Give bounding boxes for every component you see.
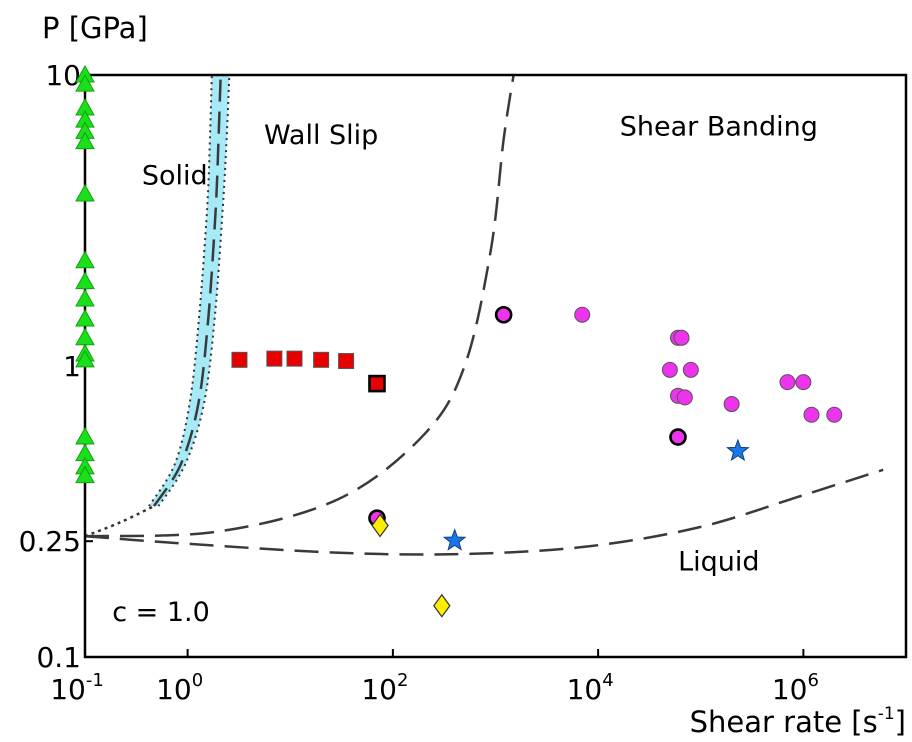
wall-slip-shear-banding-boundary — [85, 75, 515, 538]
square-marker — [266, 350, 283, 367]
solid-phase-band — [148, 75, 231, 507]
triangle-marker — [75, 327, 95, 346]
y-tick-label: 1 — [63, 350, 81, 383]
x-tick-label: 102 — [361, 670, 408, 706]
circle-marker — [676, 389, 693, 406]
square-marker — [368, 374, 386, 393]
circle-marker — [574, 306, 591, 323]
data-markers — [75, 64, 843, 618]
circle-marker — [803, 406, 820, 423]
plot-axes: 10 1 0.25 0.110-1 100 102 104 106 — [19, 59, 908, 706]
triangle-marker — [75, 271, 95, 290]
star-marker — [442, 528, 467, 551]
region-label: c = 1.0 — [112, 597, 210, 628]
phase-boundaries — [85, 75, 884, 556]
solid-band-left-edge — [148, 75, 213, 507]
circle-marker — [494, 305, 513, 324]
circle-marker — [682, 361, 699, 378]
liquid-boundary — [85, 468, 884, 556]
triangle-marker — [75, 183, 95, 202]
solid-boundary-line — [152, 75, 222, 507]
x-axis-label: Shear rate [s-1] — [690, 704, 906, 739]
triangle-marker — [75, 427, 95, 445]
x-tick-label: 106 — [772, 670, 819, 706]
region-label: Shear Banding — [620, 111, 818, 142]
triangle-marker — [75, 288, 95, 307]
circle-marker — [723, 396, 740, 413]
y-tick-label: 0.1 — [36, 641, 81, 674]
region-label: Solid — [142, 161, 208, 192]
x-tick-label: 100 — [156, 670, 203, 706]
triangle-marker — [75, 309, 95, 327]
solid-band-fill — [149, 75, 230, 507]
triangle-marker — [75, 250, 95, 269]
circle-marker — [661, 361, 678, 378]
circle-marker — [779, 374, 796, 391]
square-marker — [313, 351, 330, 368]
y-axis-label: P [GPa] — [42, 11, 148, 45]
triangle-marker — [75, 465, 95, 484]
annotations: Solid Wall Slip Shear Banding Liquid c = 1.0 — [112, 111, 818, 628]
y-tick-label: 10 — [45, 59, 81, 92]
circle-marker — [669, 428, 687, 446]
square-marker — [338, 353, 355, 370]
circle-marker — [673, 329, 690, 346]
diamond-marker — [433, 593, 451, 618]
solid-boundary-extension — [85, 504, 155, 538]
star-marker — [726, 438, 750, 462]
x-tick-label: 104 — [567, 670, 614, 706]
triangle-marker — [75, 349, 95, 368]
circle-marker — [795, 374, 812, 391]
triangle-marker — [75, 74, 95, 92]
diamond-marker — [371, 513, 389, 538]
y-tick-label: 0.25 — [19, 525, 81, 558]
square-marker — [286, 350, 303, 367]
circle-marker — [826, 406, 843, 423]
region-label: Wall Slip — [264, 120, 378, 151]
triangle-marker — [75, 131, 95, 150]
square-marker — [231, 351, 248, 368]
x-tick-label: 10-1 — [50, 670, 104, 706]
solid-band-right-edge — [157, 75, 231, 507]
region-label: Liquid — [678, 547, 759, 578]
